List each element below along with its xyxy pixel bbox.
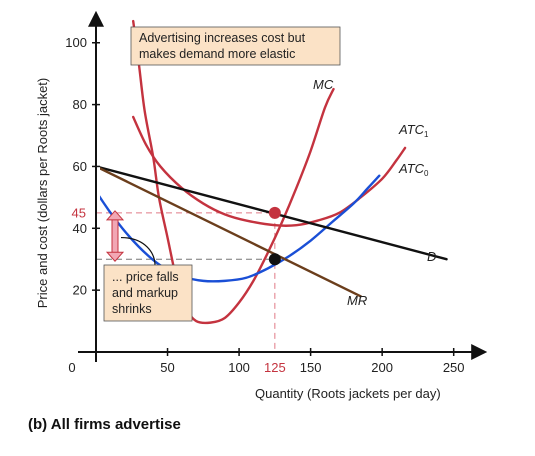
equilibrium-point-1 [268,253,281,266]
figure-caption: (b) All firms advertise [28,416,181,433]
y-tick-label: 20 [73,283,87,298]
x-tick-label: 250 [443,360,465,375]
x-tick-label: 100 [228,360,250,375]
axis-ticks: 0 50 100 150 200 250 20 40 60 80 100 45 125 [65,35,464,375]
curve-atc1 [132,115,407,227]
x-tick-label: 200 [371,360,393,375]
price-arrow-head-up [105,210,125,221]
annotation-top-line-2: makes demand more elastic [139,47,295,61]
y-axis-title: Price and cost (dollars per Roots jacket… [35,78,50,308]
annotation-bottom: ... price falls and markup shrinks [103,264,193,322]
price-change-arrow [105,210,125,262]
price-arrow-shaft [111,218,119,254]
label-mr: MR [347,293,367,308]
y-tick-label: 100 [65,35,87,50]
curve-atc0 [100,174,381,283]
y-tick-label: 80 [73,97,87,112]
label-d: D [427,249,436,264]
annotation-bottom-line-2: and markup [112,286,178,300]
annotation-top-line-1: Advertising increases cost but [139,31,306,45]
price-arrow-head-down [105,251,125,262]
y-tick-label: 40 [73,221,87,236]
x-tick-label: 50 [160,360,174,375]
label-atc1: ATC1 [398,122,429,139]
x-axis-title: Quantity (Roots jackets per day) [255,386,441,401]
curve-mr [100,167,362,298]
annotation-top: Advertising increases cost but makes dem… [130,26,341,66]
highlight-quantity-label: 125 [264,360,286,375]
curve-labels: MC ATC1 ATC0 D MR [313,77,436,308]
x-tick-label: 0 [68,360,75,375]
annotation-bottom-line-3: shrinks [112,302,152,316]
equilibrium-points [268,206,281,266]
callout-arc [120,236,156,266]
y-tick-label: 60 [73,159,87,174]
highlight-price-label: 45 [72,205,86,220]
label-mc: MC [313,77,334,92]
x-tick-label: 150 [300,360,322,375]
label-atc0: ATC0 [398,161,429,178]
equilibrium-point-0 [268,206,281,219]
annotation-bottom-line-1: ... price falls [112,270,179,284]
